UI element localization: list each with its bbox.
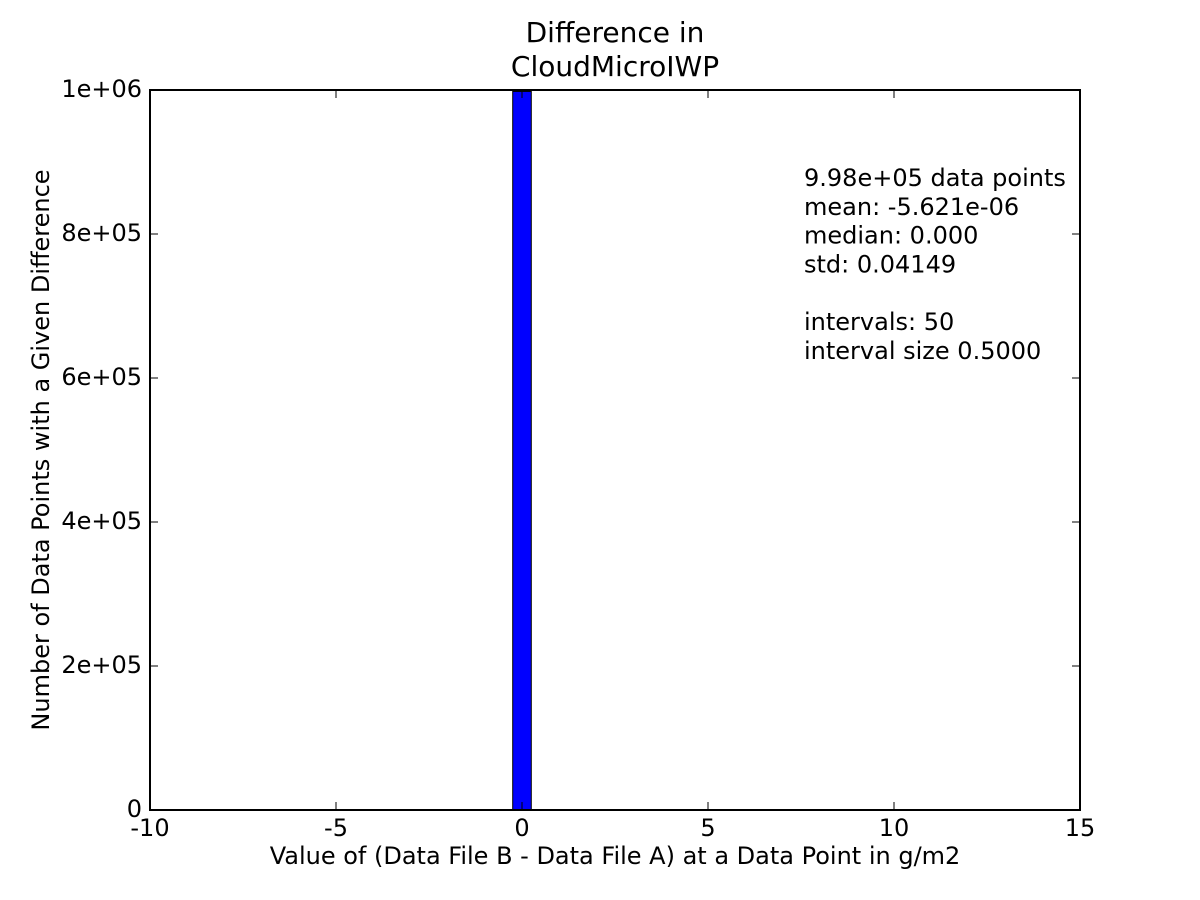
- stats-annotation: 9.98e+05 data points: [804, 164, 1066, 192]
- x-tick-label: 10: [879, 814, 910, 842]
- y-axis-label: Number of Data Points with a Given Diffe…: [27, 169, 55, 730]
- x-tick-label: -10: [130, 814, 169, 842]
- chart-title: Difference in: [526, 16, 705, 49]
- chart-title: CloudMicroIWP: [511, 50, 719, 83]
- x-tick-label: 0: [514, 814, 529, 842]
- x-tick-label: 5: [700, 814, 715, 842]
- y-tick-label: 1e+06: [61, 75, 142, 103]
- stats-annotation: median: 0.000: [804, 222, 978, 250]
- stats-annotation: mean: -5.621e-06: [804, 193, 1019, 221]
- plot-frame: [149, 89, 1081, 811]
- y-tick-label: 8e+05: [61, 219, 142, 247]
- x-tick-label: 15: [1065, 814, 1096, 842]
- stats-annotation: interval size 0.5000: [804, 337, 1041, 365]
- bar: [512, 90, 532, 811]
- y-tick-label: 2e+05: [61, 651, 142, 679]
- stats-annotation: std: 0.04149: [804, 250, 956, 278]
- x-axis-label: Value of (Data File B - Data File A) at …: [270, 842, 961, 870]
- x-tick-label: -5: [324, 814, 348, 842]
- stats-annotation: intervals: 50: [804, 308, 954, 336]
- y-tick-label: 4e+05: [61, 507, 142, 535]
- y-tick-label: 6e+05: [61, 363, 142, 391]
- y-tick-label: 0: [127, 795, 142, 823]
